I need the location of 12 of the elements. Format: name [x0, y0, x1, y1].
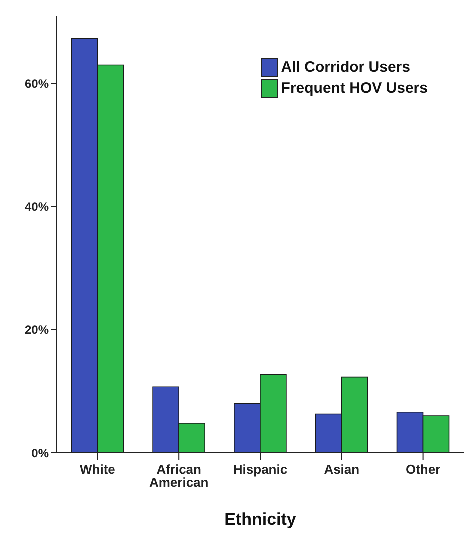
x-tick-label: Other: [406, 462, 441, 478]
y-tick-label: 0%: [32, 446, 50, 460]
legend-label: Frequent HOV Users: [281, 80, 428, 97]
y-tick-label: 40%: [24, 200, 50, 214]
legend-label: All Corridor Users: [281, 59, 410, 76]
x-tick-label: White: [80, 462, 116, 478]
y-tick-label: 60%: [24, 76, 50, 91]
x-tick-label: Asian: [324, 462, 360, 478]
y-tick-label: 20%: [24, 323, 50, 338]
x-tick-label: African American: [149, 462, 209, 490]
x-axis-title: Ethnicity: [224, 510, 297, 529]
x-tick-label: Hispanic: [233, 462, 288, 478]
